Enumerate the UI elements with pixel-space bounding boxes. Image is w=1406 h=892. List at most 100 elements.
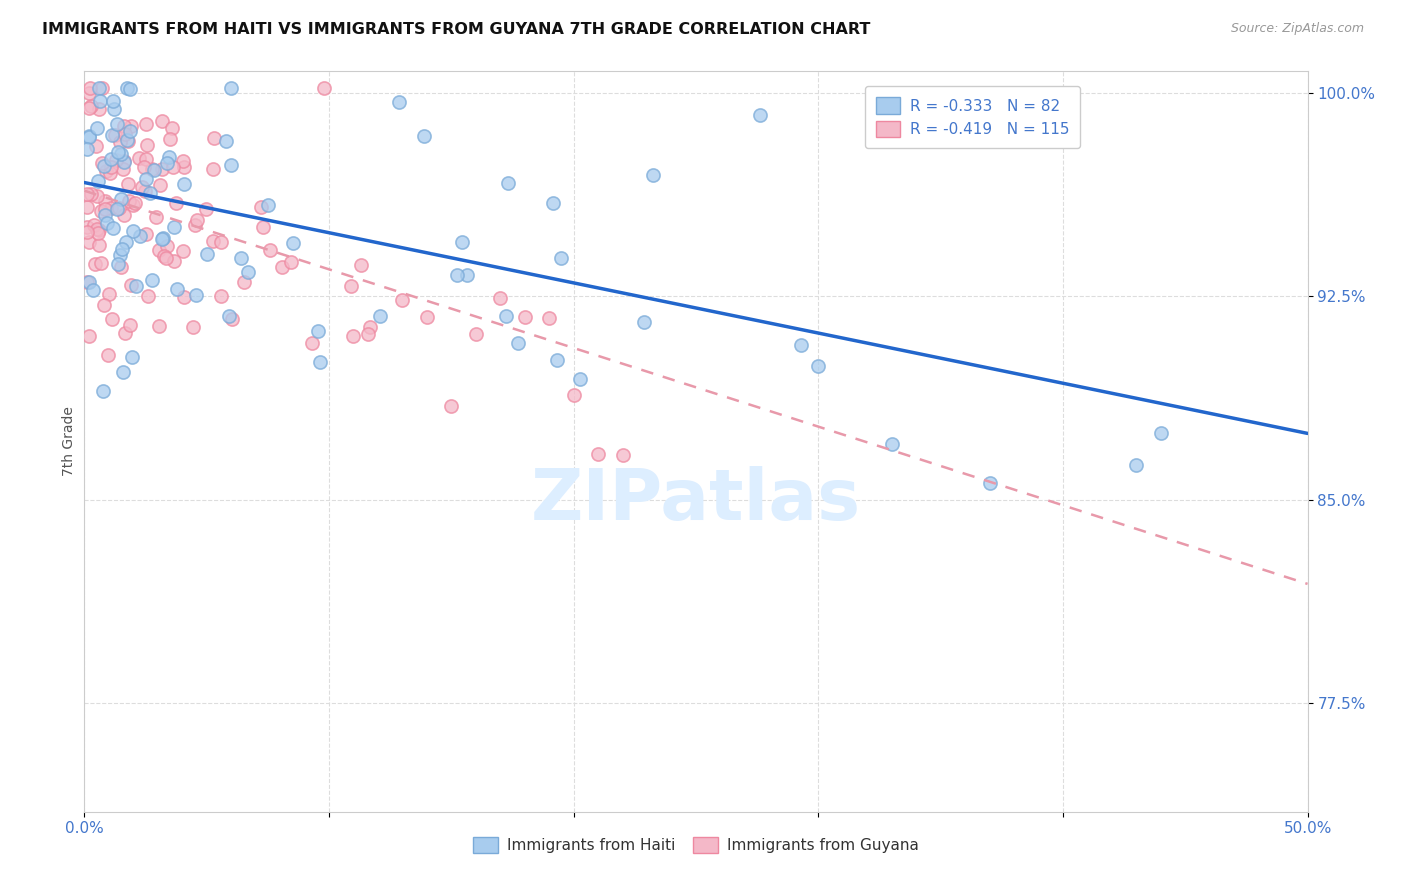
Text: Source: ZipAtlas.com: Source: ZipAtlas.com (1230, 22, 1364, 36)
Point (173, 290, 195, 304)
Point (359, 320, 381, 334)
Point (562, 387, 585, 401)
Point (451, 235, 474, 249)
Point (77, 128, 100, 143)
Point (139, 186, 162, 201)
Point (104, 128, 127, 142)
Point (120, 318, 142, 333)
Point (120, 119, 142, 133)
Point (118, 82, 141, 96)
Point (77, 275, 100, 289)
Point (77, 130, 100, 145)
Point (112, 119, 135, 133)
Point (464, 327, 486, 342)
Point (108, 248, 131, 262)
Point (250, 200, 273, 214)
Point (181, 320, 204, 334)
Point (150, 232, 173, 246)
Point (163, 220, 186, 235)
Point (256, 198, 278, 212)
Point (173, 177, 195, 191)
Point (101, 128, 124, 143)
Point (129, 228, 152, 243)
Point (233, 275, 256, 289)
Point (221, 312, 243, 326)
Point (134, 184, 156, 198)
Point (76, 200, 98, 214)
Point (301, 335, 323, 350)
Point (76, 225, 98, 239)
Point (357, 326, 380, 341)
Point (413, 128, 436, 143)
Point (93, 159, 115, 173)
Point (979, 475, 1001, 490)
Point (111, 243, 134, 257)
Point (166, 195, 188, 210)
Point (807, 359, 830, 374)
Point (77, 101, 100, 115)
Point (368, 309, 391, 323)
Point (270, 260, 292, 274)
Point (456, 268, 478, 282)
Point (215, 134, 238, 148)
Point (339, 279, 361, 293)
Point (221, 158, 243, 172)
Point (90, 256, 112, 270)
Point (117, 134, 139, 148)
Point (586, 446, 609, 460)
Point (172, 153, 194, 168)
Point (83, 219, 105, 233)
Point (440, 399, 463, 413)
Point (172, 244, 194, 258)
Point (229, 251, 252, 265)
Point (77, 87, 100, 101)
Point (153, 249, 176, 263)
Point (209, 289, 232, 303)
Point (312, 80, 335, 95)
Point (538, 311, 561, 326)
Point (94, 163, 117, 178)
Point (150, 114, 173, 128)
Point (219, 80, 242, 95)
Point (76, 186, 98, 201)
Point (550, 251, 572, 265)
Point (633, 315, 655, 329)
Point (880, 437, 903, 451)
Text: ZIPatlas: ZIPatlas (531, 467, 860, 535)
Point (156, 239, 179, 253)
Point (107, 145, 129, 160)
Point (141, 273, 163, 287)
Point (76, 142, 98, 156)
Point (184, 218, 207, 232)
Point (114, 326, 136, 340)
Point (112, 155, 135, 169)
Point (209, 235, 232, 249)
Point (86, 221, 108, 235)
Point (643, 169, 665, 183)
Point (309, 355, 332, 369)
Point (87, 80, 110, 95)
Point (1150, 426, 1173, 441)
Point (281, 235, 304, 250)
Point (202, 131, 225, 145)
Point (142, 163, 165, 178)
Point (107, 257, 129, 271)
Point (125, 278, 148, 293)
Point (100, 201, 122, 215)
Point (122, 198, 145, 212)
Point (128, 152, 150, 166)
Point (122, 224, 145, 238)
Point (112, 153, 135, 168)
Point (97, 348, 120, 362)
Point (150, 162, 173, 177)
Point (1125, 458, 1147, 472)
Point (145, 211, 167, 225)
Point (195, 202, 218, 216)
Point (416, 310, 439, 325)
Point (110, 192, 132, 206)
Point (155, 252, 177, 266)
Point (513, 310, 536, 324)
Point (83, 257, 105, 271)
Point (148, 243, 170, 257)
Point (76, 220, 98, 235)
